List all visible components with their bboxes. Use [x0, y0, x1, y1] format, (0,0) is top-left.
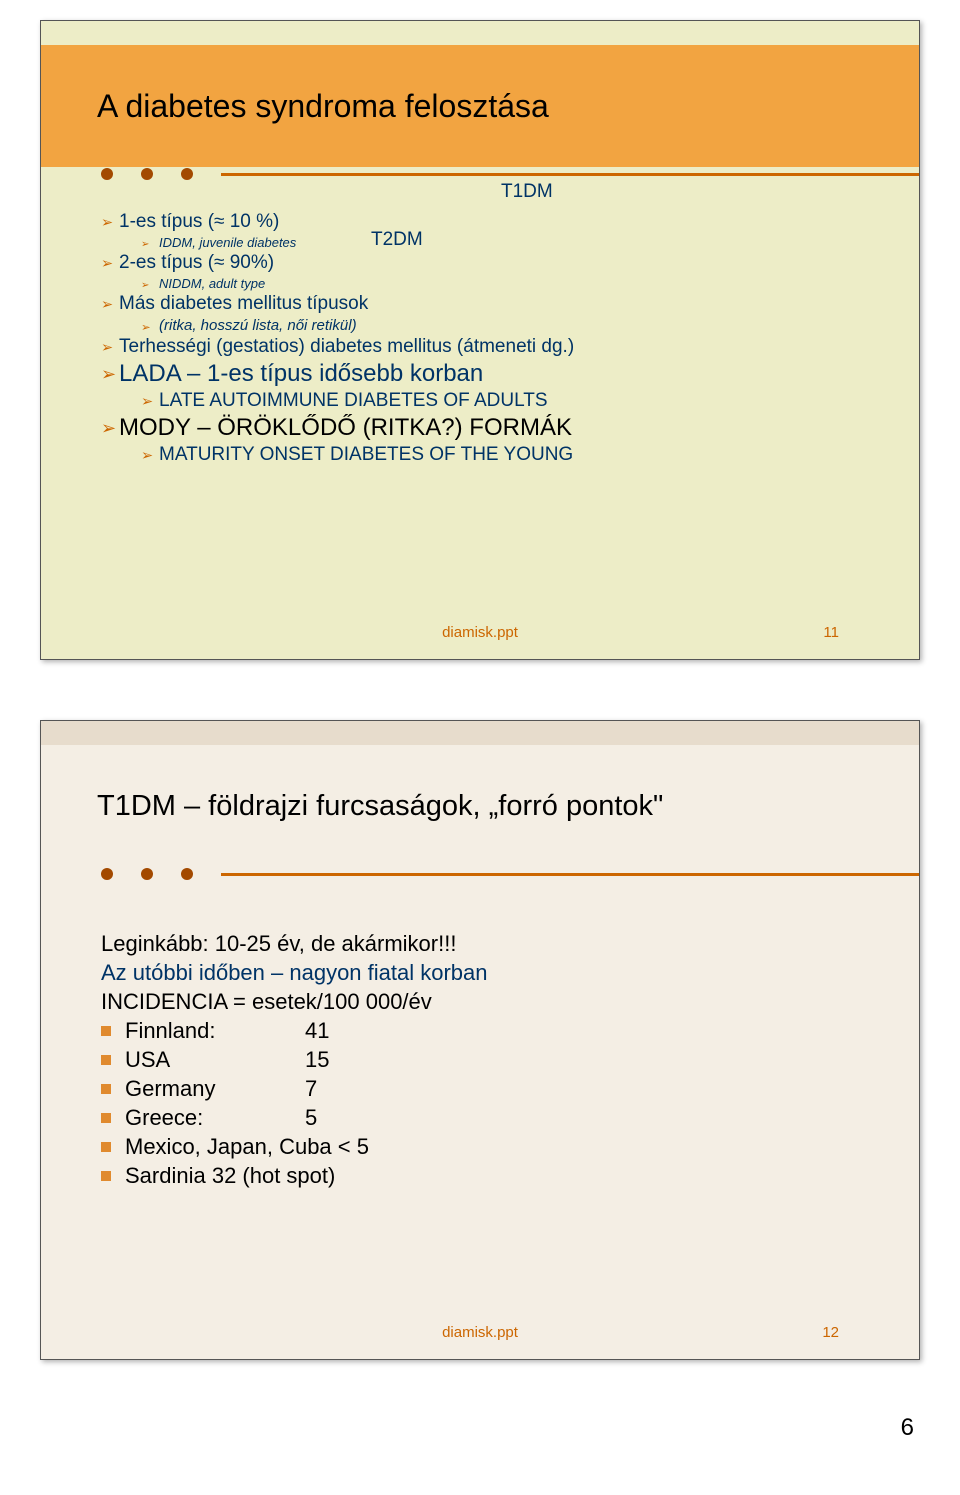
list-item-label: Greece: [125, 1105, 305, 1131]
page: A diabetes syndroma felosztása ➢1-es típ… [0, 0, 960, 1450]
slide-title-band: T1DM – földrajzi furcsaságok, „forró pon… [41, 745, 919, 867]
list-item-text: NIDDM, adult type [159, 276, 265, 291]
list-item: ➢(ritka, hosszú lista, női retikül) [101, 317, 869, 334]
arrow-icon: ➢ [101, 418, 119, 439]
square-bullet-icon [101, 1113, 111, 1123]
slide-title: A diabetes syndroma felosztása [97, 88, 549, 125]
arrow-icon: ➢ [101, 297, 119, 313]
list-item: ➢2-es típus (≈ 90%) [101, 252, 869, 274]
square-bullet-icon [101, 1084, 111, 1094]
separator-dot [141, 168, 153, 180]
type-label: T1DM [501, 181, 553, 203]
list-item: ➢MATURITY ONSET DIABETES OF THE YOUNG [101, 444, 869, 466]
arrow-icon: ➢ [141, 239, 159, 250]
arrow-icon: ➢ [101, 340, 119, 356]
arrow-icon: ➢ [141, 448, 159, 464]
separator-row [41, 167, 919, 181]
list-item: ➢Terhességi (gestatios) diabetes mellitu… [101, 336, 869, 358]
list-item: Finnland:41 [101, 1018, 869, 1044]
square-bullet-icon [101, 1055, 111, 1065]
intro-line: Az utóbbi időben – nagyon fiatal korban [101, 960, 869, 986]
list-item: Greece:5 [101, 1105, 869, 1131]
arrow-icon: ➢ [141, 394, 159, 410]
list-item-text: 2-es típus (≈ 90%) [119, 252, 274, 274]
separator-line [221, 873, 919, 876]
slide-title-band: A diabetes syndroma felosztása [41, 45, 919, 167]
list-item-text: LATE AUTOIMMUNE DIABETES OF ADULTS [159, 390, 548, 412]
slide-topbar [41, 21, 919, 45]
list-item-text: Más diabetes mellitus típusok [119, 293, 368, 315]
list-item-value: 5 [305, 1105, 317, 1131]
slide-topbar [41, 721, 919, 745]
list-item-label: USA [125, 1047, 305, 1073]
separator-dot [181, 868, 193, 880]
slide-body: ➢1-es típus (≈ 10 %)➢IDDM, juvenile diab… [41, 181, 919, 659]
list-item-text: MODY – ÖRÖKLŐDŐ (RITKA?) FORMÁK [119, 414, 572, 442]
separator-row [41, 867, 919, 881]
list-item-value: 41 [305, 1018, 329, 1044]
separator-dot [181, 168, 193, 180]
square-bullet-icon [101, 1171, 111, 1181]
list-item-text: MATURITY ONSET DIABETES OF THE YOUNG [159, 444, 573, 466]
footer-slidenum: 11 [823, 624, 839, 641]
list-item: ➢LADA – 1-es típus idősebb korban [101, 360, 869, 388]
list-item: USA15 [101, 1047, 869, 1073]
list-item-text: LADA – 1-es típus idősebb korban [119, 360, 483, 388]
list-item: ➢LATE AUTOIMMUNE DIABETES OF ADULTS [101, 390, 869, 412]
list-item: ➢IDDM, juvenile diabetes [101, 235, 869, 250]
separator-dot [141, 868, 153, 880]
list-item-value: 15 [305, 1047, 329, 1073]
slide-1: A diabetes syndroma felosztása ➢1-es típ… [40, 20, 920, 660]
list-item: Sardinia 32 (hot spot) [101, 1163, 869, 1189]
page-number: 6 [901, 1414, 914, 1442]
arrow-icon: ➢ [101, 256, 119, 272]
arrow-icon: ➢ [141, 280, 159, 291]
separator-line [221, 173, 919, 176]
list-item: ➢Más diabetes mellitus típusok [101, 293, 869, 315]
list-item-text: IDDM, juvenile diabetes [159, 235, 296, 250]
slide-2: T1DM – földrajzi furcsaságok, „forró pon… [40, 720, 920, 1360]
list-item: ➢MODY – ÖRÖKLŐDŐ (RITKA?) FORMÁK [101, 414, 869, 442]
arrow-icon: ➢ [101, 215, 119, 231]
list-item-label: Mexico, Japan, Cuba < 5 [125, 1134, 369, 1160]
list-item-value: 7 [305, 1076, 317, 1102]
square-bullet-icon [101, 1026, 111, 1036]
intro-line: INCIDENCIA = esetek/100 000/év [101, 989, 869, 1015]
list-item-text: (ritka, hosszú lista, női retikül) [159, 317, 357, 334]
slide-body: Leginkább: 10-25 év, de akármikor!!! Az u… [41, 881, 919, 1359]
list-item-label: Finnland: [125, 1018, 305, 1044]
list-item: ➢1-es típus (≈ 10 %) [101, 211, 869, 233]
list-item: Germany7 [101, 1076, 869, 1102]
footer-filename: diamisk.ppt [442, 1324, 518, 1341]
arrow-icon: ➢ [101, 364, 119, 385]
type-label: T2DM [371, 229, 423, 251]
square-bullet-icon [101, 1142, 111, 1152]
list-item-label: Germany [125, 1076, 305, 1102]
separator-dot [101, 168, 113, 180]
list-item: Mexico, Japan, Cuba < 5 [101, 1134, 869, 1160]
list-item-text: 1-es típus (≈ 10 %) [119, 211, 279, 233]
separator-dot [101, 868, 113, 880]
list-item: ➢NIDDM, adult type [101, 276, 869, 291]
list-item-label: Sardinia 32 (hot spot) [125, 1163, 335, 1189]
arrow-icon: ➢ [141, 321, 159, 334]
footer-filename: diamisk.ppt [442, 624, 518, 641]
list-item-text: Terhességi (gestatios) diabetes mellitus… [119, 336, 574, 358]
slide-title: T1DM – földrajzi furcsaságok, „forró pon… [97, 790, 663, 823]
footer-slidenum: 12 [822, 1324, 839, 1341]
intro-line: Leginkább: 10-25 év, de akármikor!!! [101, 931, 869, 957]
